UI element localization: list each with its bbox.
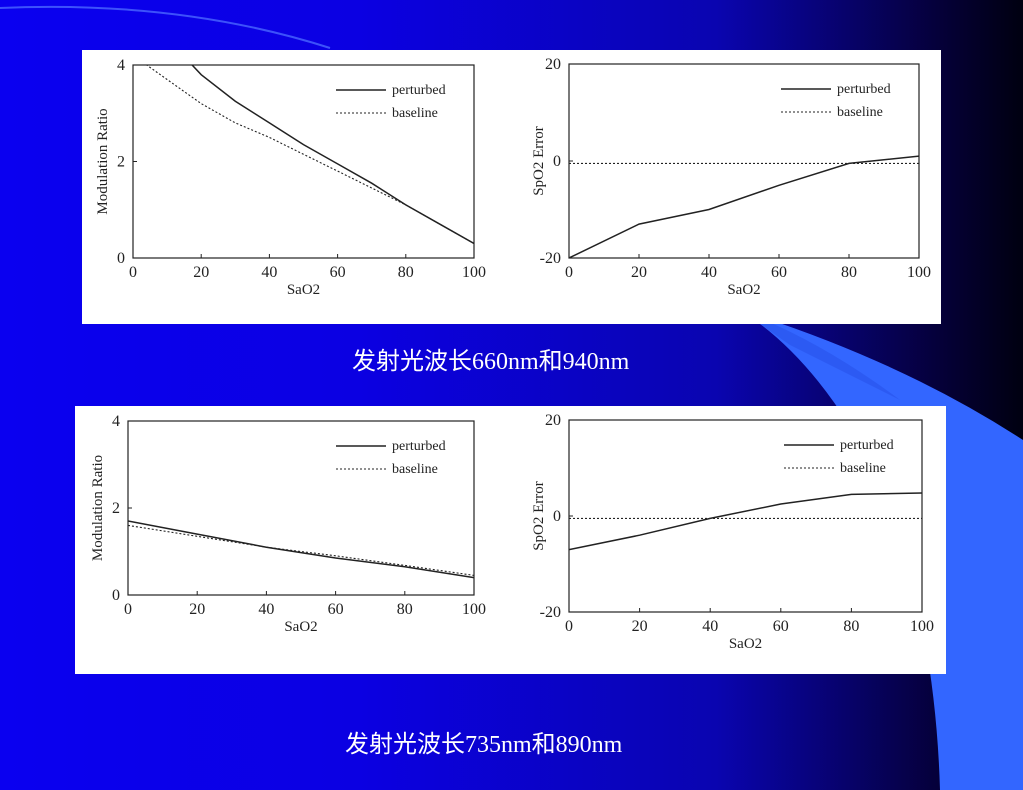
legend-label-perturbed: perturbed: [392, 439, 446, 454]
x-tick-label: 100: [910, 618, 934, 635]
accent-swoosh: [740, 310, 1023, 790]
series-line-perturbed: [191, 65, 474, 245]
y-tick-label: 20: [545, 412, 561, 429]
x-tick-label: 0: [565, 264, 573, 281]
series-line-perturbed: [569, 492, 922, 551]
legend-label-baseline: baseline: [392, 462, 438, 477]
x-tick-label: 100: [462, 601, 486, 618]
x-tick-label: 80: [398, 264, 414, 281]
x-tick-label: 100: [907, 264, 931, 281]
chart-pair-top: 0 20 40 60 80 100 0 2 4 SaO2 Modulation Ratio pertu…: [95, 56, 931, 298]
x-tick-label: 20: [631, 264, 647, 281]
series-line-perturbed: [569, 155, 919, 258]
accent-swoosh-shade: [740, 310, 900, 400]
x-tick-label: 80: [841, 264, 857, 281]
x-tick-label: 40: [258, 601, 274, 618]
x-tick-label: 0: [124, 601, 132, 618]
x-tick-label: 40: [261, 264, 277, 281]
y-axis-label: SpO2 Error: [531, 481, 547, 551]
x-tick-label: 20: [632, 618, 648, 635]
chart-modulation-ratio-bottom: 0 20 40 60 80 100 0 2 4 SaO2 Modulation Ratio pertu…: [90, 413, 486, 635]
x-tick-label: 100: [462, 264, 486, 281]
series-line-perturbed: [128, 520, 474, 579]
series-line-baseline: [128, 524, 474, 576]
legend-label-baseline: baseline: [392, 106, 438, 121]
x-tick-label: 0: [565, 618, 573, 635]
y-tick-label: 4: [117, 57, 125, 74]
x-axis-label: SaO2: [284, 619, 317, 635]
y-tick-label: 0: [553, 508, 561, 525]
legend-label-perturbed: perturbed: [840, 438, 894, 453]
x-tick-label: 60: [328, 601, 344, 618]
y-tick-label: 4: [112, 413, 120, 430]
x-tick-label: 40: [701, 264, 717, 281]
y-tick-label: 2: [117, 154, 125, 171]
x-tick-label: 80: [843, 618, 859, 635]
legend-label-baseline: baseline: [837, 105, 883, 120]
caption-wavelength-top: 发射光波长660nm和940nm: [352, 349, 630, 375]
x-tick-label: 20: [193, 264, 209, 281]
figure-panel-top: 0 20 40 60 80 100 0 2 4 SaO2 Modulation Ratio pertu…: [82, 50, 941, 324]
y-tick-label: -20: [540, 604, 561, 621]
x-tick-label: 60: [771, 264, 787, 281]
x-axis-label: SaO2: [729, 636, 762, 652]
y-tick-label: 2: [112, 500, 120, 517]
chart-modulation-ratio-top: 0 20 40 60 80 100 0 2 4 SaO2 Modulation Ratio pertu…: [95, 57, 486, 298]
y-tick-label: 0: [117, 250, 125, 267]
figure-panel-bottom: 0 20 40 60 80 100 0 2 4 SaO2 Modulation Ratio pertu…: [75, 406, 946, 674]
caption-wavelength-bottom: 发射光波长735nm和890nm: [345, 732, 623, 758]
x-tick-label: 40: [702, 618, 718, 635]
x-axis-label: SaO2: [287, 282, 320, 298]
y-axis-label: Modulation Ratio: [95, 108, 111, 214]
legend-label-perturbed: perturbed: [837, 82, 891, 97]
x-tick-label: 60: [773, 618, 789, 635]
x-tick-label: 20: [189, 601, 205, 618]
series-line-baseline: [145, 65, 474, 244]
y-tick-label: 20: [545, 56, 561, 73]
x-axis-label: SaO2: [727, 282, 760, 298]
y-tick-label: 0: [112, 587, 120, 604]
x-tick-label: 0: [129, 264, 137, 281]
x-tick-label: 80: [397, 601, 413, 618]
y-axis-label: SpO2 Error: [531, 126, 547, 196]
top-arc-line: [0, 5, 331, 49]
y-axis-label: Modulation Ratio: [90, 455, 106, 561]
legend-label-perturbed: perturbed: [392, 83, 446, 98]
y-tick-label: 0: [553, 153, 561, 170]
legend-label-baseline: baseline: [840, 461, 886, 476]
chart-pair-bottom: 0 20 40 60 80 100 0 2 4 SaO2 Modulation Ratio pertu…: [90, 412, 934, 652]
x-tick-label: 60: [330, 264, 346, 281]
y-tick-label: -20: [540, 250, 561, 267]
